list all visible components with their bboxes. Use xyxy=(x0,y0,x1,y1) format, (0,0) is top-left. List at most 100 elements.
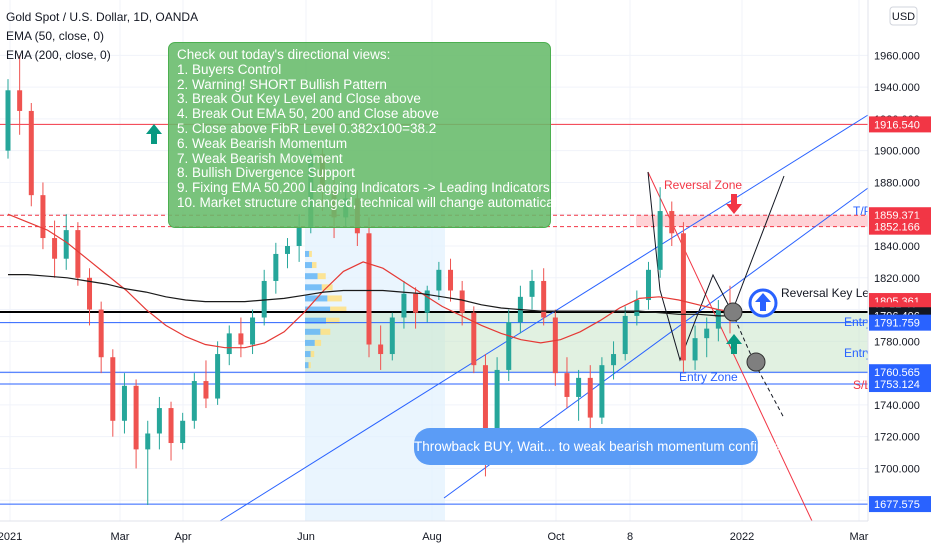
descending-trend-line[interactable] xyxy=(647,171,813,522)
candle-body[interactable] xyxy=(634,300,640,316)
candle-body[interactable] xyxy=(17,90,23,111)
candle-body[interactable] xyxy=(180,420,186,444)
candle-body[interactable] xyxy=(692,338,698,361)
ema-line[interactable] xyxy=(7,213,739,349)
candle-body[interactable] xyxy=(541,280,547,318)
pivot-point-marker[interactable] xyxy=(723,302,743,322)
candle-body[interactable] xyxy=(284,246,290,254)
price-axis[interactable] xyxy=(868,0,932,550)
volume-profile-bar xyxy=(305,284,322,291)
candle-body[interactable] xyxy=(156,408,162,434)
candle-body[interactable] xyxy=(482,365,488,429)
candle-body[interactable] xyxy=(401,293,407,318)
candle-body[interactable] xyxy=(168,408,174,444)
price-label-box xyxy=(869,496,931,513)
candle-body[interactable] xyxy=(145,433,151,450)
y-tick-label: 1940.000 xyxy=(874,82,920,94)
entry-label: Entry xyxy=(844,346,872,360)
candle-body[interactable] xyxy=(645,269,651,301)
candle-body[interactable] xyxy=(552,317,558,374)
candle-body[interactable] xyxy=(448,269,454,291)
volume-profile-bar xyxy=(305,306,331,313)
candle-body[interactable] xyxy=(296,226,302,246)
candle-body[interactable] xyxy=(424,290,430,313)
arrow-up-icon xyxy=(755,293,771,311)
y-tick-label: 1840.000 xyxy=(874,241,920,253)
ema-line[interactable] xyxy=(8,274,738,317)
candle-body[interactable] xyxy=(599,365,605,418)
y-tick-label: 1700.000 xyxy=(874,463,920,475)
projection-path[interactable] xyxy=(647,171,785,362)
candle-body[interactable] xyxy=(529,280,535,297)
candle-body[interactable] xyxy=(622,315,628,355)
entry-label: Entry xyxy=(844,315,872,329)
throwback-buy-callout[interactable]: Throwback BUY, Wait... to weak bearish m… xyxy=(414,428,791,465)
x-tick-label: Mar xyxy=(111,531,130,543)
candle-body[interactable] xyxy=(436,269,442,291)
volume-profile-bar xyxy=(305,317,326,324)
x-tick-label: 8 xyxy=(627,531,633,543)
candle-body[interactable] xyxy=(98,309,104,358)
pivot-point-marker[interactable] xyxy=(746,352,766,372)
volume-profile-bar xyxy=(305,262,312,269)
volume-profile-bar xyxy=(317,273,326,280)
candle-body[interactable] xyxy=(378,344,384,355)
candle-body[interactable] xyxy=(133,385,139,450)
candle-body[interactable] xyxy=(121,385,127,421)
price-label: 1791.759 xyxy=(874,318,920,330)
candle-body[interactable] xyxy=(459,290,465,313)
candle-body[interactable] xyxy=(238,333,244,345)
candle-body[interactable] xyxy=(587,377,593,418)
directional-views-note[interactable]: Check out today's directional views: 1. … xyxy=(168,42,566,228)
indicator-ema200[interactable]: EMA (200, close, 0) xyxy=(6,48,111,62)
entry-zone-box xyxy=(305,311,868,373)
candle-body[interactable] xyxy=(5,90,11,151)
y-tick-label: 1780.000 xyxy=(874,336,920,348)
candle-body[interactable] xyxy=(494,369,500,429)
price-label: 1852.166 xyxy=(874,222,920,234)
indicator-ema50[interactable]: EMA (50, close, 0) xyxy=(6,29,105,43)
candle-body[interactable] xyxy=(75,230,81,278)
candle-body[interactable] xyxy=(611,354,617,366)
candle-body[interactable] xyxy=(215,354,221,399)
candle-body[interactable] xyxy=(389,317,395,355)
candle-body[interactable] xyxy=(273,253,279,281)
stop-loss-label: S/L xyxy=(853,378,871,392)
candle-body[interactable] xyxy=(680,233,686,361)
candle-body[interactable] xyxy=(261,280,267,318)
x-tick-label: 2022 xyxy=(730,531,754,543)
candle-body[interactable] xyxy=(226,333,232,355)
time-axis[interactable] xyxy=(0,521,868,550)
candle-body[interactable] xyxy=(87,277,93,310)
candle-body[interactable] xyxy=(715,309,721,329)
candle-body[interactable] xyxy=(471,312,477,366)
volume-profile-bar xyxy=(312,262,317,269)
views-item: 7. Weak Bearish Movement xyxy=(177,150,343,166)
candle-body[interactable] xyxy=(506,322,512,370)
price-label: 1916.540 xyxy=(874,119,920,131)
volume-profile-bar xyxy=(314,339,322,346)
candle-body[interactable] xyxy=(250,317,256,345)
candle-body[interactable] xyxy=(203,381,209,399)
candle-body[interactable] xyxy=(657,211,663,270)
candle-body[interactable] xyxy=(110,357,116,421)
y-tick-label: 1820.000 xyxy=(874,273,920,285)
candle-body[interactable] xyxy=(576,377,582,397)
x-tick-label: Apr xyxy=(174,531,191,543)
candle-body[interactable] xyxy=(52,238,58,259)
reversal-zone-label: Reversal Zone xyxy=(664,178,742,192)
candle-body[interactable] xyxy=(669,211,675,234)
candle-body[interactable] xyxy=(704,328,710,339)
candle-body[interactable] xyxy=(63,230,69,259)
candle-body[interactable] xyxy=(366,233,372,345)
candle-body[interactable] xyxy=(40,195,46,239)
volume-profile-bar xyxy=(305,273,318,280)
volume-profile-bar xyxy=(305,362,309,369)
candle-body[interactable] xyxy=(28,110,34,196)
candle-body[interactable] xyxy=(413,293,419,313)
price-label: 1753.124 xyxy=(874,379,920,391)
candle-body[interactable] xyxy=(191,381,197,421)
currency-box[interactable] xyxy=(889,6,918,26)
candle-body[interactable] xyxy=(564,373,570,397)
